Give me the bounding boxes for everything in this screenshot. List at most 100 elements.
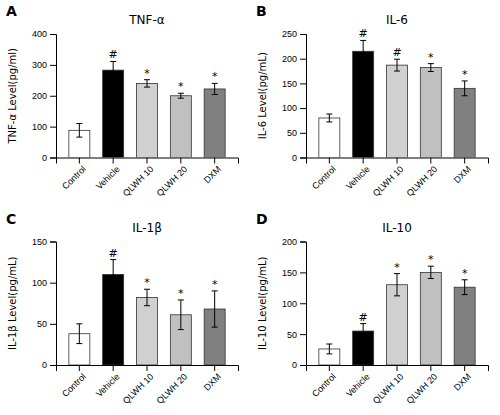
y-tick-label: 100 bbox=[282, 299, 297, 309]
x-tick: QLWH 20 bbox=[405, 365, 440, 406]
x-tick-mark bbox=[329, 365, 330, 371]
error-bar bbox=[394, 274, 400, 296]
y-tick-mark bbox=[50, 127, 56, 128]
axis-line bbox=[50, 242, 57, 366]
error-cap bbox=[462, 294, 468, 295]
marks bbox=[69, 260, 225, 365]
error-line bbox=[397, 274, 398, 296]
error-bar bbox=[178, 93, 184, 98]
plot: 050100150200250ControlVehicleQLWH 10QLWH… bbox=[257, 13, 489, 198]
y-tick: 50 bbox=[37, 319, 56, 329]
bar bbox=[170, 96, 191, 158]
y-tick-mark bbox=[300, 108, 306, 109]
x-tick-label: Control bbox=[60, 371, 88, 399]
y-axis: 0100200300400 bbox=[32, 29, 57, 163]
error-line bbox=[430, 266, 431, 278]
error-cap bbox=[428, 278, 434, 279]
y-tick: 50 bbox=[287, 330, 306, 340]
y-tick-label: 200 bbox=[282, 54, 297, 64]
error-bar bbox=[178, 300, 184, 330]
significance-label: * bbox=[428, 253, 434, 266]
x-tick: DXM bbox=[202, 158, 223, 186]
annotations: #*** bbox=[109, 247, 218, 300]
bar bbox=[137, 297, 158, 365]
x-tick-mark bbox=[430, 158, 431, 164]
y-tick-mark bbox=[300, 59, 306, 60]
error-bar bbox=[428, 266, 434, 278]
error-cap bbox=[76, 123, 82, 124]
y-tick-mark bbox=[300, 34, 306, 35]
y-tick: 150 bbox=[282, 79, 306, 89]
error-line bbox=[147, 80, 148, 87]
axis-line bbox=[57, 366, 239, 372]
y-tick-label: 200 bbox=[282, 237, 297, 247]
significance-label: * bbox=[462, 68, 468, 81]
bar bbox=[137, 83, 158, 157]
y-tick-mark bbox=[300, 303, 306, 304]
y-tick-label: 0 bbox=[42, 153, 47, 163]
panel: D050100150200ControlVehicleQLWH 10QLWH 2… bbox=[256, 211, 489, 406]
y-tick-mark bbox=[50, 96, 56, 97]
error-line bbox=[79, 324, 80, 344]
error-bar bbox=[462, 280, 468, 295]
significance-label: * bbox=[428, 51, 434, 64]
bar bbox=[204, 89, 225, 158]
x-tick-mark bbox=[180, 365, 181, 371]
y-tick: 300 bbox=[32, 60, 56, 70]
x-tick-mark bbox=[464, 158, 465, 164]
plot: 0100200300400ControlVehicleQLWH 10QLWH 2… bbox=[7, 13, 239, 198]
x-tick-mark bbox=[363, 365, 364, 371]
y-tick: 100 bbox=[32, 278, 56, 288]
error-cap bbox=[76, 323, 82, 324]
error-line bbox=[363, 40, 364, 62]
x-tick: DXM bbox=[452, 365, 473, 393]
y-tick-label: 0 bbox=[42, 360, 47, 370]
error-line bbox=[79, 124, 80, 138]
error-cap bbox=[110, 78, 116, 79]
panel-label: D bbox=[256, 211, 268, 227]
axis-line bbox=[300, 242, 307, 366]
chart-title: TNF-α bbox=[128, 13, 165, 27]
bar bbox=[454, 287, 475, 365]
error-bar bbox=[76, 124, 82, 138]
y-tick-label: 50 bbox=[287, 330, 297, 340]
bar bbox=[420, 68, 441, 158]
y-tick: 200 bbox=[282, 237, 306, 247]
panel: C050100150ControlVehicleQLWH 10QLWH 20DX… bbox=[6, 211, 239, 406]
error-line bbox=[214, 83, 215, 94]
x-tick-label: DXM bbox=[452, 164, 473, 185]
error-bar bbox=[394, 59, 400, 71]
x-tick-label: Control bbox=[310, 371, 338, 399]
plot: 050100150200ControlVehicleQLWH 10QLWH 20… bbox=[257, 221, 489, 406]
annotations: ##** bbox=[359, 27, 468, 81]
error-line bbox=[430, 64, 431, 72]
error-line bbox=[113, 61, 114, 78]
error-cap bbox=[178, 329, 184, 330]
panel-label: B bbox=[256, 3, 267, 19]
significance-label: * bbox=[144, 276, 150, 289]
x-tick-label: Vehicle bbox=[94, 164, 122, 192]
error-bar bbox=[360, 324, 366, 339]
y-tick-label: 150 bbox=[282, 79, 297, 89]
error-line bbox=[147, 289, 148, 305]
y-tick-mark bbox=[300, 133, 306, 134]
error-line bbox=[113, 260, 114, 290]
y-tick-mark bbox=[300, 83, 306, 84]
y-tick-mark bbox=[50, 365, 56, 366]
error-bar bbox=[428, 64, 434, 72]
x-tick-label: QLWH 20 bbox=[405, 164, 440, 199]
error-line bbox=[180, 300, 181, 330]
error-bar bbox=[76, 324, 82, 344]
y-tick: 200 bbox=[282, 54, 306, 64]
x-tick: Vehicle bbox=[94, 158, 122, 192]
error-cap bbox=[212, 327, 218, 328]
error-bar bbox=[144, 289, 150, 305]
y-tick-label: 200 bbox=[32, 91, 47, 101]
x-axis: ControlVehicleQLWH 10QLWH 20DXM bbox=[307, 365, 489, 406]
y-tick: 150 bbox=[32, 237, 56, 247]
significance-label: # bbox=[109, 48, 118, 61]
significance-label: * bbox=[144, 67, 150, 80]
x-tick: QLWH 20 bbox=[405, 158, 440, 199]
axis-line bbox=[300, 35, 307, 159]
y-tick-mark bbox=[300, 334, 306, 335]
